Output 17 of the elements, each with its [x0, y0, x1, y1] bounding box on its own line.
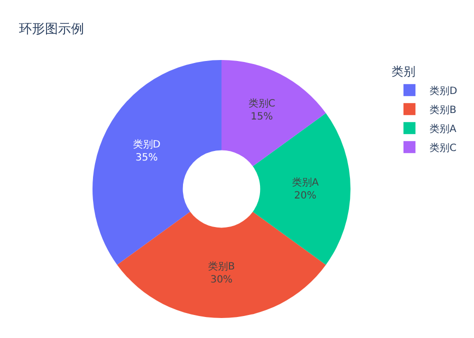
data-label: 15%	[250, 111, 273, 122]
data-label: 35%	[136, 152, 158, 164]
legend-label: 类别C	[429, 142, 456, 154]
legend-title: 类别	[391, 64, 416, 79]
donut-slice	[117, 212, 326, 318]
data-label: 20%	[294, 190, 316, 202]
donut-slice	[252, 113, 350, 265]
slice-label: 类别D	[132, 138, 161, 150]
slice-label: 类别B	[208, 260, 235, 272]
data-label: 30%	[210, 274, 233, 286]
slice-label: 类别A	[292, 176, 319, 188]
chart-title: 环形图示例	[18, 22, 84, 37]
donut-slice	[222, 60, 326, 166]
legend-label: 类别A	[429, 123, 456, 135]
slice-label: 类别C	[248, 97, 276, 110]
legend-label: 类别B	[429, 104, 456, 116]
legend-label: 类别D	[429, 85, 458, 97]
